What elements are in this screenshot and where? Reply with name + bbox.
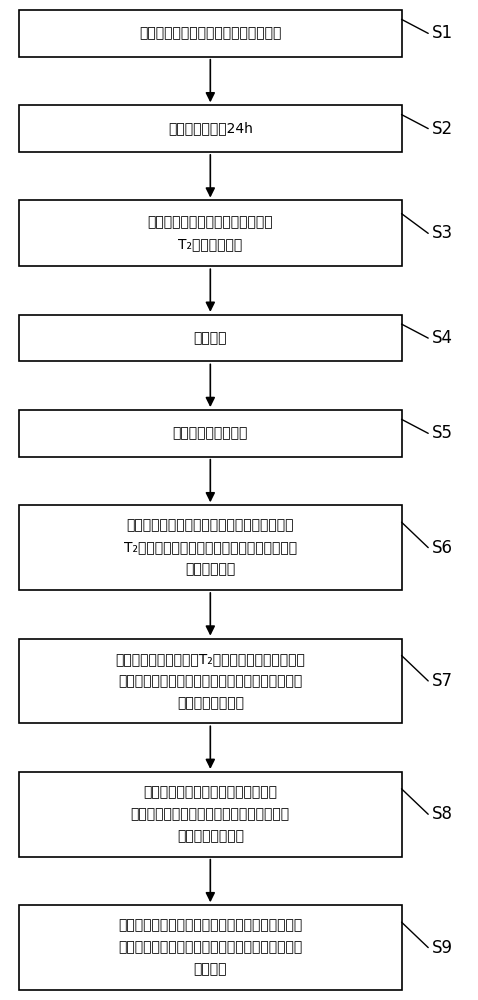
Text: 对试样进行注浆试验: 对试样进行注浆试验	[173, 426, 248, 440]
Text: 进行评价: 进行评价	[194, 963, 227, 977]
Text: 根据不同时刻下试样的T₂谱分布曲线图，获得不同: 根据不同时刻下试样的T₂谱分布曲线图，获得不同	[115, 652, 305, 666]
Bar	[19, 315, 402, 361]
Text: 征对不同注浆压力下试样渗透注浆的实时充填效果: 征对不同注浆压力下试样渗透注浆的实时充填效果	[118, 941, 303, 955]
Text: 将试样真空饱水24h: 将试样真空饱水24h	[168, 122, 253, 136]
Bar	[19, 10, 402, 57]
Text: S2: S2	[432, 120, 453, 138]
Bar	[19, 772, 402, 857]
Text: S3: S3	[432, 224, 453, 242]
Text: S6: S6	[432, 539, 453, 557]
Text: T₂谱分布曲线图，并获得试样内部浆液锋面的: T₂谱分布曲线图，并获得试样内部浆液锋面的	[124, 541, 297, 555]
Text: S9: S9	[432, 939, 453, 957]
Bar	[19, 905, 402, 990]
Bar	[19, 105, 402, 152]
Text: 的有效注浆长度比: 的有效注浆长度比	[177, 829, 244, 843]
Text: 使用核磁共振技术实时测量注浆过程中试样的: 使用核磁共振技术实时测量注浆过程中试样的	[127, 519, 294, 533]
Text: S1: S1	[432, 24, 453, 42]
Text: 计算注浆充填率指标，并结合浆液的连续性分布特: 计算注浆充填率指标，并结合浆液的连续性分布特	[118, 919, 303, 933]
Text: 干燥试样: 干燥试样	[194, 331, 227, 345]
Text: 位置图像，计算得到该时刻下试样渗透注浆: 位置图像，计算得到该时刻下试样渗透注浆	[131, 807, 290, 821]
Text: T₂谱分布曲线图: T₂谱分布曲线图	[178, 237, 242, 251]
Text: 使用核磁共振技术测量饱水试样的: 使用核磁共振技术测量饱水试样的	[148, 215, 273, 229]
Bar	[19, 200, 402, 266]
Bar	[19, 639, 402, 723]
Text: 切割标准砂岩试样，预制一条纵向裂隙: 切割标准砂岩试样，预制一条纵向裂隙	[139, 26, 282, 40]
Text: 分布位置图像: 分布位置图像	[185, 563, 236, 577]
Text: 尺寸孔隙中浆液连续性情况，计算不同时刻下浆液: 尺寸孔隙中浆液连续性情况，计算不同时刻下浆液	[118, 674, 303, 688]
Bar	[19, 505, 402, 590]
Text: S8: S8	[432, 805, 453, 823]
Text: S7: S7	[432, 672, 453, 690]
Text: S4: S4	[432, 329, 453, 347]
Text: S5: S5	[432, 424, 453, 442]
Text: 根据不同时刻下试样浆液锋面的分布: 根据不同时刻下试样浆液锋面的分布	[143, 785, 277, 799]
Bar	[19, 410, 402, 457]
Text: 的有效注浆体积比: 的有效注浆体积比	[177, 696, 244, 710]
